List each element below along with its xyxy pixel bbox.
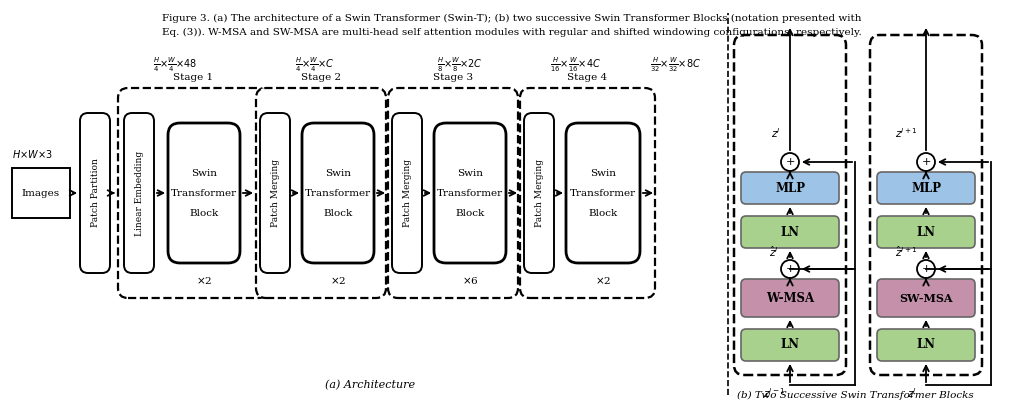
Bar	[12, 168, 70, 218]
Text: $\frac{H}{4}{\times}\frac{W}{4}{\times}48$: $\frac{H}{4}{\times}\frac{W}{4}{\times}4…	[153, 56, 198, 74]
Text: $\frac{H}{8}{\times}\frac{W}{8}{\times}2C$: $\frac{H}{8}{\times}\frac{W}{8}{\times}2…	[437, 56, 483, 74]
FancyBboxPatch shape	[80, 113, 110, 273]
Text: $\times$6: $\times$6	[462, 275, 478, 287]
FancyBboxPatch shape	[168, 123, 240, 263]
Text: SW-MSA: SW-MSA	[899, 292, 952, 304]
Text: $\times$2: $\times$2	[330, 275, 346, 287]
Text: $z^{l}$: $z^{l}$	[907, 386, 916, 400]
Text: Block: Block	[456, 209, 484, 218]
FancyBboxPatch shape	[520, 88, 655, 298]
Text: Swin: Swin	[590, 169, 616, 178]
FancyBboxPatch shape	[734, 35, 846, 375]
Text: +: +	[785, 157, 795, 167]
FancyBboxPatch shape	[566, 123, 640, 263]
Text: LN: LN	[916, 339, 936, 351]
Text: Block: Block	[189, 209, 219, 218]
Text: W-MSA: W-MSA	[766, 292, 814, 304]
FancyBboxPatch shape	[741, 329, 839, 361]
Text: Swin: Swin	[457, 169, 483, 178]
FancyBboxPatch shape	[870, 35, 982, 375]
Text: Stage 1: Stage 1	[173, 74, 213, 83]
Text: $z^{l+1}$: $z^{l+1}$	[895, 126, 918, 140]
Text: +: +	[922, 264, 931, 274]
FancyBboxPatch shape	[388, 88, 518, 298]
FancyBboxPatch shape	[877, 329, 975, 361]
FancyBboxPatch shape	[524, 113, 554, 273]
Text: $\hat{z}^{l+1}$: $\hat{z}^{l+1}$	[895, 245, 918, 259]
Text: $\frac{H}{32}{\times}\frac{W}{32}{\times}8C$: $\frac{H}{32}{\times}\frac{W}{32}{\times…	[650, 56, 701, 74]
Text: MLP: MLP	[775, 181, 805, 195]
Text: +: +	[922, 157, 931, 167]
Text: $H{\times}W{\times}3$: $H{\times}W{\times}3$	[12, 148, 52, 160]
FancyBboxPatch shape	[741, 216, 839, 248]
Text: LN: LN	[780, 339, 800, 351]
FancyBboxPatch shape	[877, 216, 975, 248]
FancyBboxPatch shape	[260, 113, 290, 273]
Text: Swin: Swin	[191, 169, 217, 178]
Text: Transformer: Transformer	[437, 188, 503, 197]
Text: (a) Architecture: (a) Architecture	[325, 380, 415, 390]
Text: Patch Merging: Patch Merging	[270, 159, 280, 227]
Text: Stage 2: Stage 2	[301, 74, 341, 83]
Text: $\frac{H}{4}{\times}\frac{W}{4}{\times}C$: $\frac{H}{4}{\times}\frac{W}{4}{\times}C…	[295, 56, 335, 74]
FancyBboxPatch shape	[302, 123, 374, 263]
FancyBboxPatch shape	[877, 279, 975, 317]
Text: $\hat{z}^{l}$: $\hat{z}^{l}$	[769, 245, 779, 259]
Text: Patch Merging: Patch Merging	[402, 159, 412, 227]
FancyBboxPatch shape	[118, 88, 268, 298]
FancyBboxPatch shape	[392, 113, 422, 273]
Text: Patch Partition: Patch Partition	[90, 159, 99, 228]
Text: Transformer: Transformer	[570, 188, 636, 197]
Text: Transformer: Transformer	[305, 188, 371, 197]
Text: $\frac{H}{16}{\times}\frac{W}{16}{\times}4C$: $\frac{H}{16}{\times}\frac{W}{16}{\times…	[551, 56, 601, 74]
Text: Images: Images	[22, 188, 60, 197]
Text: Figure 3. (a) The architecture of a Swin Transformer (Swin-T); (b) two successiv: Figure 3. (a) The architecture of a Swin…	[162, 14, 862, 23]
Text: Stage 3: Stage 3	[433, 74, 473, 83]
Text: $z^{l}$: $z^{l}$	[771, 126, 781, 140]
FancyBboxPatch shape	[124, 113, 154, 273]
Text: +: +	[785, 264, 795, 274]
FancyBboxPatch shape	[877, 172, 975, 204]
Text: Swin: Swin	[325, 169, 351, 178]
Text: Stage 4: Stage 4	[567, 74, 607, 83]
Text: $\times$2: $\times$2	[196, 275, 212, 287]
FancyBboxPatch shape	[741, 172, 839, 204]
Text: Patch Merging: Patch Merging	[535, 159, 544, 227]
FancyBboxPatch shape	[741, 279, 839, 317]
Text: Eq. (3)). W-MSA and SW-MSA are multi-head self attention modules with regular an: Eq. (3)). W-MSA and SW-MSA are multi-hea…	[162, 28, 862, 37]
Text: MLP: MLP	[911, 181, 941, 195]
FancyBboxPatch shape	[256, 88, 386, 298]
Text: Block: Block	[589, 209, 617, 218]
Text: (b) Two Successive Swin Transformer Blocks: (b) Two Successive Swin Transformer Bloc…	[736, 390, 974, 399]
Text: $z^{l-1}$: $z^{l-1}$	[763, 386, 785, 400]
Text: LN: LN	[780, 225, 800, 238]
FancyBboxPatch shape	[434, 123, 506, 263]
Text: LN: LN	[916, 225, 936, 238]
Text: Linear Embedding: Linear Embedding	[134, 150, 143, 235]
Text: Transformer: Transformer	[171, 188, 238, 197]
Text: $\times$2: $\times$2	[595, 275, 611, 287]
Text: Block: Block	[324, 209, 352, 218]
